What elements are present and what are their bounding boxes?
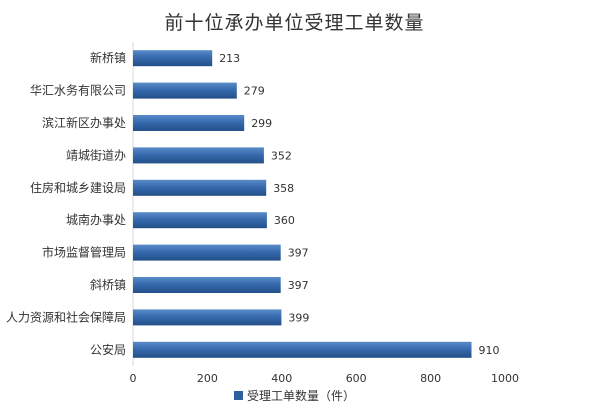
legend-label: 受理工单数量（件） bbox=[246, 389, 355, 403]
category-label: 靖城街道办 bbox=[66, 147, 126, 162]
bar bbox=[133, 147, 264, 164]
chart-title: 前十位承办单位受理工单数量 bbox=[164, 12, 425, 34]
x-tick-label: 1000 bbox=[491, 372, 519, 385]
bar bbox=[133, 82, 237, 99]
x-axis-ticks: 0 200 400 600 800 1000 bbox=[130, 372, 520, 385]
x-tick-label: 0 bbox=[130, 372, 137, 385]
category-label: 市场监督管理局 bbox=[42, 245, 126, 260]
category-label: 公安局 bbox=[90, 342, 126, 357]
bar bbox=[133, 115, 245, 131]
data-label: 279 bbox=[244, 85, 265, 98]
value-labels: 213 279 299 352 358 360 397 397 399 910 bbox=[219, 52, 499, 357]
data-label: 910 bbox=[479, 344, 500, 357]
bar bbox=[133, 179, 267, 196]
category-label: 华汇水务有限公司 bbox=[30, 83, 126, 98]
data-label: 399 bbox=[288, 311, 309, 324]
category-label: 城南办事处 bbox=[66, 212, 126, 227]
x-tick-label: 200 bbox=[197, 372, 218, 385]
data-label: 358 bbox=[273, 182, 294, 195]
category-label: 斜桥镇 bbox=[90, 278, 126, 292]
data-label: 352 bbox=[271, 149, 292, 162]
bar bbox=[133, 212, 267, 229]
category-label: 人力资源和社会保障局 bbox=[6, 309, 126, 324]
bars-layer bbox=[133, 50, 472, 358]
data-label: 299 bbox=[251, 117, 272, 130]
bar bbox=[133, 341, 472, 358]
bar bbox=[133, 244, 281, 261]
category-label: 新桥镇 bbox=[90, 50, 126, 65]
data-label: 397 bbox=[288, 279, 309, 292]
legend-swatch bbox=[233, 391, 243, 400]
x-tick-label: 400 bbox=[271, 372, 292, 385]
category-labels: 新桥镇华汇水务有限公司滨江新区办事处靖城街道办住房和城乡建设局城南办事处市场监督… bbox=[6, 50, 126, 357]
data-label: 360 bbox=[274, 214, 295, 227]
bar bbox=[133, 277, 281, 293]
data-label: 397 bbox=[288, 247, 309, 260]
data-label: 213 bbox=[219, 52, 240, 65]
category-label: 滨江新区办事处 bbox=[42, 115, 126, 130]
category-label: 住房和城乡建设局 bbox=[30, 180, 126, 195]
legend: 受理工单数量（件） bbox=[0, 387, 589, 404]
bar bbox=[133, 50, 213, 67]
bar bbox=[133, 309, 282, 326]
x-tick-label: 600 bbox=[346, 372, 367, 385]
x-tick-label: 800 bbox=[420, 372, 441, 385]
